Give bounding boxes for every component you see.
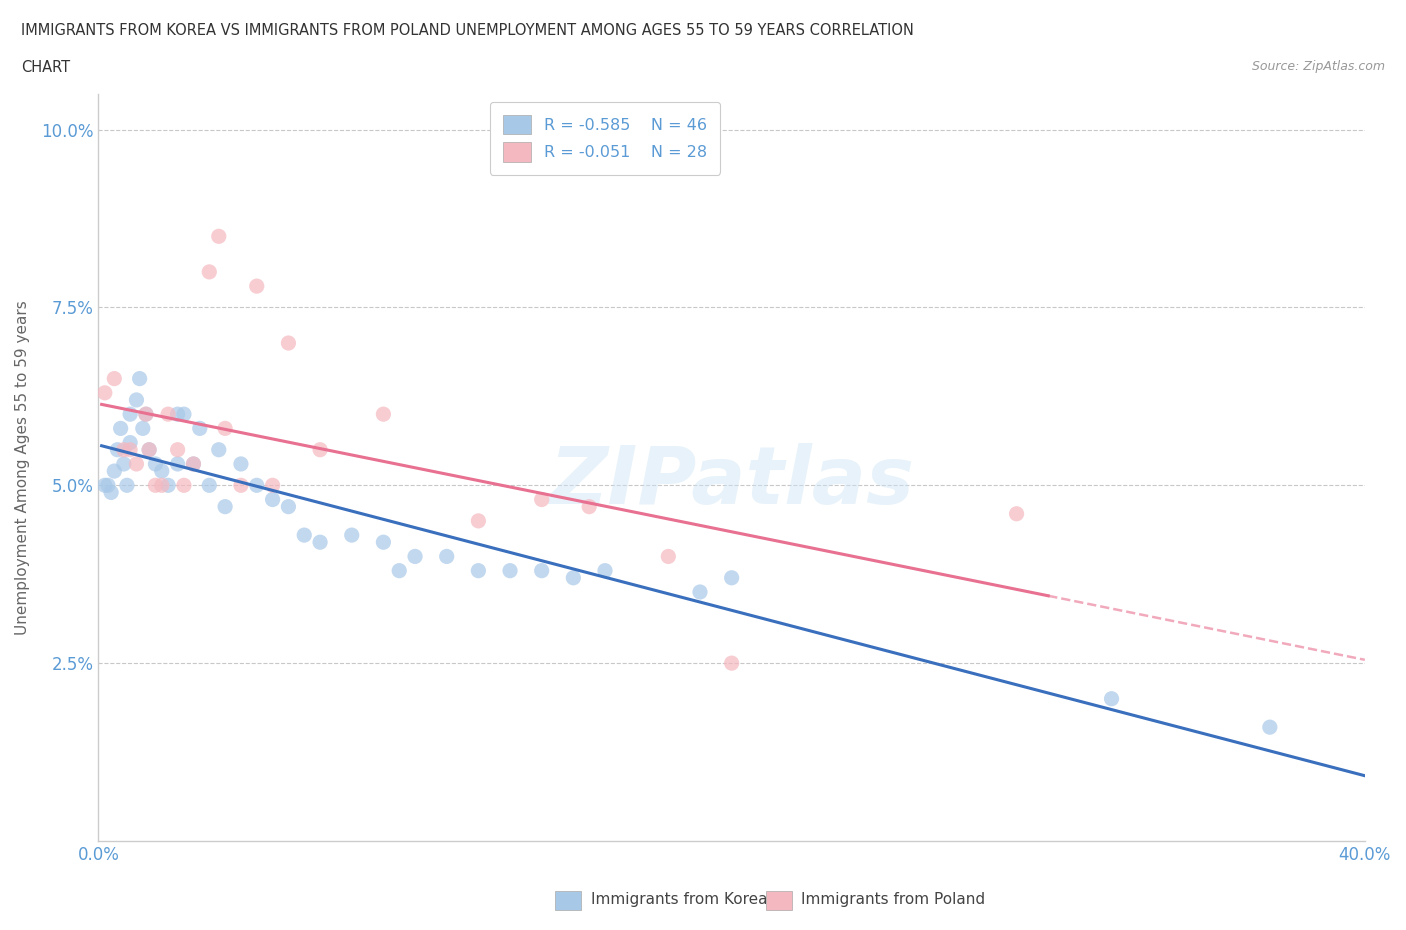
Point — [1101, 691, 1123, 706]
Point — [145, 478, 167, 493]
Point — [436, 549, 458, 564]
Point — [373, 535, 395, 550]
Point — [103, 464, 125, 479]
Point — [1005, 506, 1028, 521]
Point — [593, 564, 616, 578]
Point — [467, 513, 489, 528]
Point — [138, 443, 160, 458]
Point — [150, 478, 173, 493]
Point — [173, 406, 195, 421]
Point — [229, 478, 252, 493]
Point — [689, 585, 711, 600]
Point — [720, 656, 742, 671]
Point — [157, 406, 180, 421]
Text: Source: ZipAtlas.com: Source: ZipAtlas.com — [1251, 60, 1385, 73]
Point — [135, 406, 157, 421]
Point — [183, 457, 205, 472]
Point — [125, 392, 148, 407]
Point — [100, 485, 122, 499]
Point — [208, 229, 231, 244]
Point — [277, 499, 299, 514]
Point — [94, 385, 117, 400]
Point — [166, 406, 188, 421]
Point — [262, 492, 284, 507]
Text: ZIPatlas: ZIPatlas — [550, 444, 914, 522]
Point — [340, 527, 363, 542]
Point — [128, 371, 150, 386]
Point — [404, 549, 426, 564]
Point — [246, 478, 269, 493]
Point — [262, 478, 284, 493]
Point — [135, 406, 157, 421]
Point — [208, 443, 231, 458]
Point — [530, 564, 553, 578]
Point — [166, 443, 188, 458]
Point — [115, 478, 138, 493]
Point — [173, 478, 195, 493]
Text: Immigrants from Korea: Immigrants from Korea — [591, 892, 768, 907]
Point — [110, 421, 132, 436]
Point — [229, 457, 252, 472]
Point — [277, 336, 299, 351]
Point — [214, 421, 236, 436]
Point — [107, 443, 129, 458]
Point — [97, 478, 120, 493]
Point — [103, 371, 125, 386]
Point — [292, 527, 315, 542]
Point — [166, 457, 188, 472]
Point — [720, 570, 742, 585]
Point — [150, 464, 173, 479]
Text: IMMIGRANTS FROM KOREA VS IMMIGRANTS FROM POLAND UNEMPLOYMENT AMONG AGES 55 TO 59: IMMIGRANTS FROM KOREA VS IMMIGRANTS FROM… — [21, 23, 914, 38]
Point — [120, 406, 142, 421]
Point — [112, 457, 135, 472]
Point — [157, 478, 180, 493]
Point — [530, 492, 553, 507]
Point — [309, 535, 332, 550]
Point — [132, 421, 155, 436]
Point — [188, 421, 211, 436]
Legend: R = -0.585    N = 46, R = -0.051    N = 28: R = -0.585 N = 46, R = -0.051 N = 28 — [489, 102, 720, 175]
Point — [138, 443, 160, 458]
Point — [183, 457, 205, 472]
Point — [145, 457, 167, 472]
Point — [198, 478, 221, 493]
Point — [467, 564, 489, 578]
Text: CHART: CHART — [21, 60, 70, 75]
Text: Immigrants from Poland: Immigrants from Poland — [801, 892, 986, 907]
Point — [246, 279, 269, 294]
Point — [112, 443, 135, 458]
Point — [120, 443, 142, 458]
Point — [657, 549, 679, 564]
Point — [309, 443, 332, 458]
Point — [562, 570, 585, 585]
Point — [1258, 720, 1281, 735]
Point — [94, 478, 117, 493]
Point — [578, 499, 600, 514]
Point — [198, 264, 221, 279]
Point — [499, 564, 522, 578]
Point — [214, 499, 236, 514]
Point — [125, 457, 148, 472]
Y-axis label: Unemployment Among Ages 55 to 59 years: Unemployment Among Ages 55 to 59 years — [15, 300, 30, 635]
Point — [120, 435, 142, 450]
Point — [388, 564, 411, 578]
Point — [373, 406, 395, 421]
